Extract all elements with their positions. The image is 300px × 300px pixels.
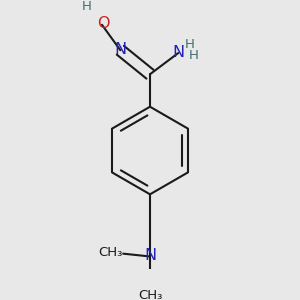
Text: CH₃: CH₃: [138, 289, 162, 300]
Text: N: N: [173, 45, 185, 60]
Text: CH₃: CH₃: [98, 246, 123, 259]
Text: N: N: [144, 248, 156, 263]
Text: H: H: [185, 38, 195, 51]
Text: H: H: [189, 49, 199, 62]
Text: N: N: [114, 42, 126, 57]
Text: O: O: [97, 16, 109, 32]
Text: H: H: [82, 0, 92, 13]
